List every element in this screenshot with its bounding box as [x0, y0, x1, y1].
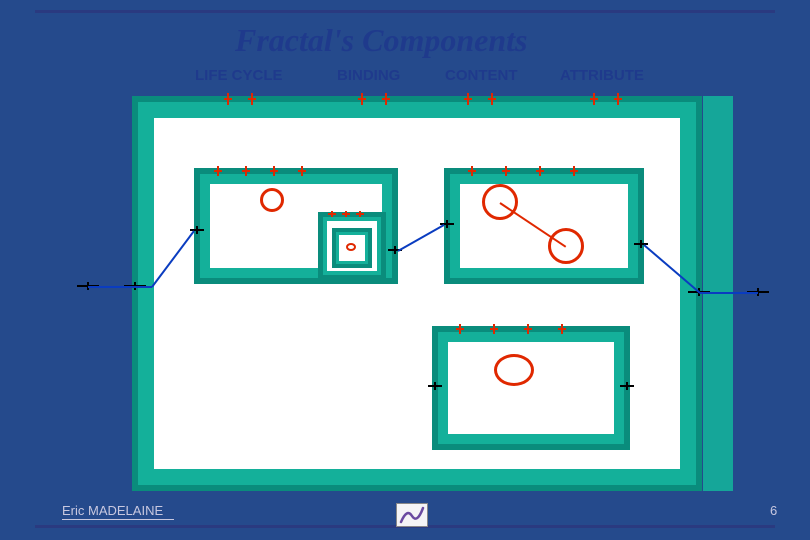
label-binding: BINDING [337, 67, 400, 84]
label-attribute: ATTRIBUTE [560, 67, 644, 84]
author-underline [62, 519, 174, 520]
label-content: CONTENT [445, 67, 518, 84]
page-number: 6 [770, 503, 777, 518]
slide-title: Fractal's Components [235, 22, 528, 59]
wire [700, 292, 758, 294]
wire [88, 286, 152, 288]
author-footer: Eric MADELAINE [62, 503, 163, 518]
label-lifecycle: LIFE CYCLE [195, 67, 283, 84]
logo-icon [396, 503, 428, 527]
